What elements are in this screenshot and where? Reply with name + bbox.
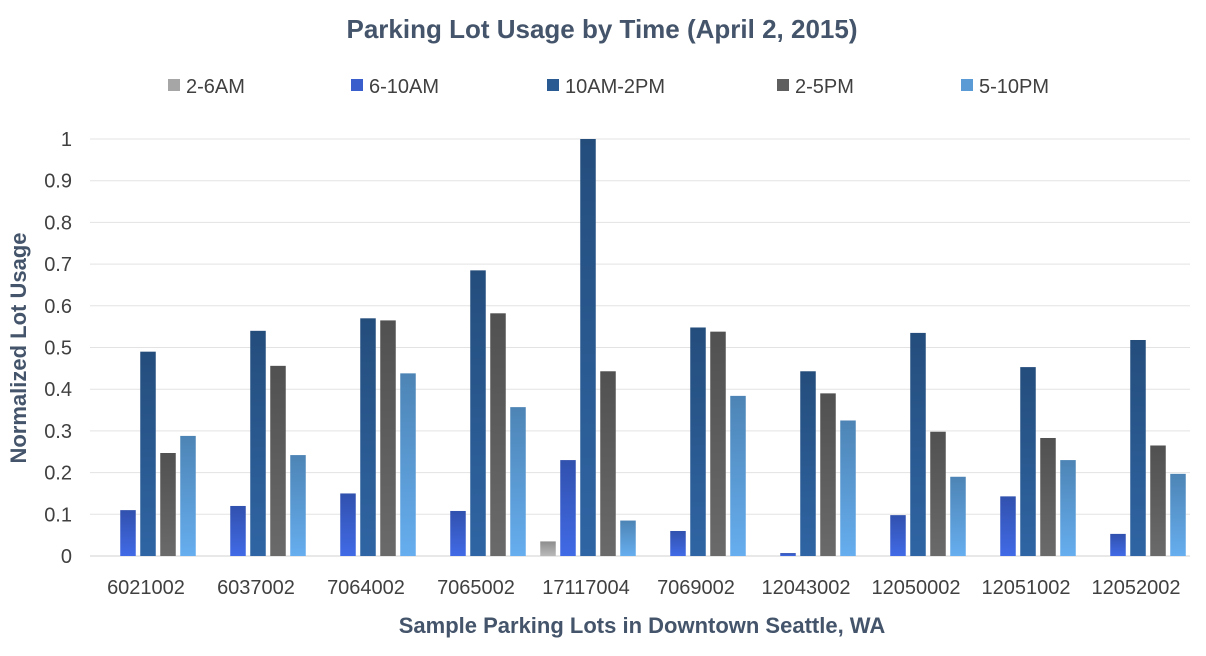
bar-2-5PM-6037002 xyxy=(270,365,286,556)
bar-2-5PM-7069002 xyxy=(710,331,726,556)
legend-swatch xyxy=(351,79,363,91)
y-tick-label: 1 xyxy=(61,129,72,151)
bar-5-10PM-12043002 xyxy=(840,420,856,556)
x-tick-label: 7065002 xyxy=(437,577,515,599)
bar-2-6AM-17117004 xyxy=(540,541,556,556)
y-axis-label: Normalized Lot Usage xyxy=(6,232,31,463)
legend-label: 2-5PM xyxy=(795,76,854,98)
bar-5-10PM-7069002 xyxy=(730,395,746,556)
bar-6-10AM-6021002 xyxy=(120,510,136,556)
bars xyxy=(120,139,1186,556)
x-tick-label: 6021002 xyxy=(107,577,185,599)
bar-10AM-2PM-6021002 xyxy=(140,351,156,556)
legend-swatch xyxy=(961,79,973,91)
bar-6-10AM-12051002 xyxy=(1000,496,1016,556)
bar-2-5PM-6021002 xyxy=(160,453,176,556)
bar-10AM-2PM-6037002 xyxy=(250,330,266,556)
legend-swatch xyxy=(777,79,789,91)
chart-title: Parking Lot Usage by Time (April 2, 2015… xyxy=(346,14,857,44)
y-tick-label: 0.8 xyxy=(44,212,72,234)
x-tick-label: 7064002 xyxy=(327,577,405,599)
bar-5-10PM-12051002 xyxy=(1060,460,1076,556)
y-tick-label: 0.5 xyxy=(44,338,72,360)
bar-6-10AM-7069002 xyxy=(670,530,686,556)
y-tick-label: 0 xyxy=(61,546,72,568)
legend-label: 10AM-2PM xyxy=(565,76,665,98)
x-tick-label: 12051002 xyxy=(982,577,1071,599)
x-tick-label: 12043002 xyxy=(762,577,851,599)
bar-6-10AM-12050002 xyxy=(890,515,906,556)
x-axis-ticks: 6021002 6037002 7064002 7065002 17117004 7069… xyxy=(107,577,1180,599)
bar-10AM-2PM-7065002 xyxy=(470,270,486,556)
bar-6-10AM-7064002 xyxy=(340,493,356,556)
bar-2-5PM-17117004 xyxy=(600,371,616,556)
bar-10AM-2PM-12050002 xyxy=(910,332,926,556)
y-tick-label: 0.9 xyxy=(44,171,72,193)
y-tick-label: 0.3 xyxy=(44,421,72,443)
y-axis-ticks: 0 0.1 0.2 0.3 0.4 0.5 0.6 0.7 0.8 0.9 1 xyxy=(44,129,72,568)
legend: 2-6AM 6-10AM 10AM-2PM 2-5PM 5-10PM xyxy=(168,76,1049,98)
bar-5-10PM-6037002 xyxy=(290,455,306,556)
bar-5-10PM-12052002 xyxy=(1170,473,1186,556)
bar-2-5PM-7064002 xyxy=(380,320,396,556)
bar-5-10PM-7065002 xyxy=(510,407,526,556)
bar-6-10AM-12052002 xyxy=(1110,533,1126,556)
legend-swatch xyxy=(547,79,559,91)
bar-2-5PM-12050002 xyxy=(930,431,946,556)
legend-label: 6-10AM xyxy=(369,76,439,98)
bar-5-10PM-7064002 xyxy=(400,373,416,556)
bar-10AM-2PM-17117004 xyxy=(580,139,596,556)
bar-5-10PM-6021002 xyxy=(180,435,196,556)
y-tick-label: 0.2 xyxy=(44,463,72,485)
x-axis-label: Sample Parking Lots in Downtown Seattle,… xyxy=(399,613,886,638)
legend-label: 2-6AM xyxy=(186,76,245,98)
bar-2-5PM-7065002 xyxy=(490,313,506,556)
x-tick-label: 12052002 xyxy=(1092,577,1181,599)
bar-10AM-2PM-12052002 xyxy=(1130,339,1146,556)
y-tick-label: 0.4 xyxy=(44,379,72,401)
bar-5-10PM-12050002 xyxy=(950,476,966,556)
bar-6-10AM-17117004 xyxy=(560,460,576,556)
bar-10AM-2PM-7069002 xyxy=(690,327,706,556)
x-tick-label: 12050002 xyxy=(872,577,961,599)
bar-2-5PM-12052002 xyxy=(1150,445,1166,556)
bar-5-10PM-17117004 xyxy=(620,520,636,556)
x-tick-label: 6037002 xyxy=(217,577,295,599)
legend-swatch xyxy=(168,79,180,91)
y-tick-label: 0.7 xyxy=(44,254,72,276)
bar-10AM-2PM-12043002 xyxy=(800,371,816,556)
x-tick-label: 17117004 xyxy=(542,577,630,599)
bar-6-10AM-12043002 xyxy=(780,553,796,556)
bar-10AM-2PM-12051002 xyxy=(1020,367,1036,556)
y-tick-label: 0.6 xyxy=(44,296,72,318)
y-tick-label: 0.1 xyxy=(44,504,72,526)
legend-label: 5-10PM xyxy=(979,76,1049,98)
x-tick-label: 7069002 xyxy=(657,577,735,599)
bar-2-5PM-12051002 xyxy=(1040,437,1056,556)
bar-10AM-2PM-7064002 xyxy=(360,318,376,556)
bar-2-5PM-12043002 xyxy=(820,393,836,556)
bar-6-10AM-7065002 xyxy=(450,510,466,556)
bar-6-10AM-6037002 xyxy=(230,505,246,556)
